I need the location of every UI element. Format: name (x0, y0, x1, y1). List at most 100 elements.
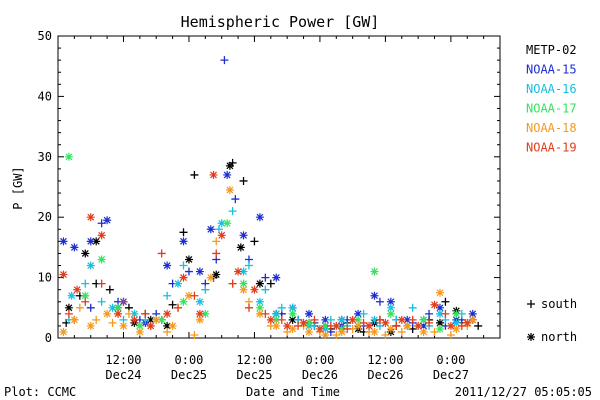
data-point-south (92, 315, 101, 324)
data-point-north (299, 318, 308, 327)
data-point-north (315, 324, 324, 333)
data-point-north (195, 297, 204, 306)
data-point-south (425, 318, 434, 327)
data-point-south (250, 237, 259, 246)
data-point-north (283, 321, 292, 330)
data-point-south (359, 309, 368, 318)
legend: METP-02 NOAA-15 NOAA-16 NOAA-17 NOAA-18 NOAA-… (526, 43, 577, 344)
data-point-south (190, 330, 199, 339)
data-point-north (179, 273, 188, 282)
data-point-south (86, 303, 95, 312)
data-point-north (305, 318, 314, 327)
data-point-north (59, 237, 68, 246)
data-point-north (119, 321, 128, 330)
data-point-north (419, 327, 428, 336)
data-point-south (81, 279, 90, 288)
data-point-north (168, 321, 177, 330)
data-point-north (163, 309, 172, 318)
data-point-north (386, 303, 395, 312)
data-point-south (184, 267, 193, 276)
data-point-south (310, 315, 319, 324)
data-point-south (392, 321, 401, 330)
data-point-south (425, 309, 434, 318)
data-point-north (81, 249, 90, 258)
legend-entry: NOAA-16 (526, 82, 577, 96)
x-tick-label-date: Dec25 (236, 368, 272, 382)
x-axis: 12:00Dec240:00Dec2512:00Dec250:00Dec2612… (73, 36, 485, 382)
data-point-south (220, 56, 229, 65)
data-point-south (228, 279, 237, 288)
data-point-north (370, 267, 379, 276)
data-point-south (212, 237, 221, 246)
data-point-north (435, 318, 444, 327)
data-point-south (446, 330, 455, 339)
data-point-north (103, 309, 112, 318)
data-point-north (332, 321, 341, 330)
data-point-north (354, 321, 363, 330)
data-point-north (370, 291, 379, 300)
data-point-north (354, 315, 363, 324)
data-points (59, 56, 483, 339)
data-point-north (59, 270, 68, 279)
data-point-north (435, 309, 444, 318)
data-point-south (231, 195, 240, 204)
data-point-south (212, 249, 221, 258)
y-tick-label: 30 (38, 150, 52, 164)
data-point-north (435, 288, 444, 297)
data-point-south (343, 324, 352, 333)
data-point-north (365, 321, 374, 330)
y-axis-label: P [GW] (11, 166, 25, 209)
data-point-north (114, 309, 123, 318)
data-point-north (239, 279, 248, 288)
data-point-north (463, 318, 472, 327)
data-point-north (446, 321, 455, 330)
data-point-north (130, 309, 139, 318)
data-point-north (250, 285, 259, 294)
data-point-north (403, 321, 412, 330)
data-point-south (294, 321, 303, 330)
data-point-north (195, 315, 204, 324)
data-point-north (234, 267, 243, 276)
data-point-north (452, 318, 461, 327)
data-point-north (135, 327, 144, 336)
data-point-north (272, 273, 281, 282)
data-point-north (255, 297, 264, 306)
data-point-south (457, 321, 466, 330)
data-point-north (225, 186, 234, 195)
data-point-north (386, 309, 395, 318)
data-point-south (430, 327, 439, 336)
legend-south-marker (527, 300, 535, 308)
data-point-south (359, 318, 368, 327)
data-point-north (97, 255, 106, 264)
data-point-south (75, 303, 84, 312)
data-point-north (195, 309, 204, 318)
data-point-north (419, 315, 428, 324)
data-point-north (266, 315, 275, 324)
data-point-north (239, 285, 248, 294)
data-point-north (201, 309, 210, 318)
x-tick-label-date: Dec25 (171, 368, 207, 382)
data-point-south (179, 261, 188, 270)
data-point-south (157, 249, 166, 258)
data-point-north (157, 315, 166, 324)
data-point-north (435, 303, 444, 312)
data-point-south (97, 279, 106, 288)
data-point-north (146, 315, 155, 324)
data-point-south (244, 303, 253, 312)
data-point-south (277, 315, 286, 324)
data-point-south (190, 170, 199, 179)
data-point-north (337, 315, 346, 324)
data-point-north (163, 321, 172, 330)
data-point-north (179, 297, 188, 306)
data-point-north (272, 309, 281, 318)
data-point-north (288, 315, 297, 324)
data-point-north (184, 291, 193, 300)
data-point-north (163, 261, 172, 270)
data-point-north (64, 152, 73, 161)
data-point-north (108, 303, 117, 312)
data-point-south (81, 297, 90, 306)
data-point-south (163, 291, 172, 300)
data-point-south (141, 309, 150, 318)
data-point-north (348, 315, 357, 324)
legend-north-label: north (541, 330, 577, 344)
